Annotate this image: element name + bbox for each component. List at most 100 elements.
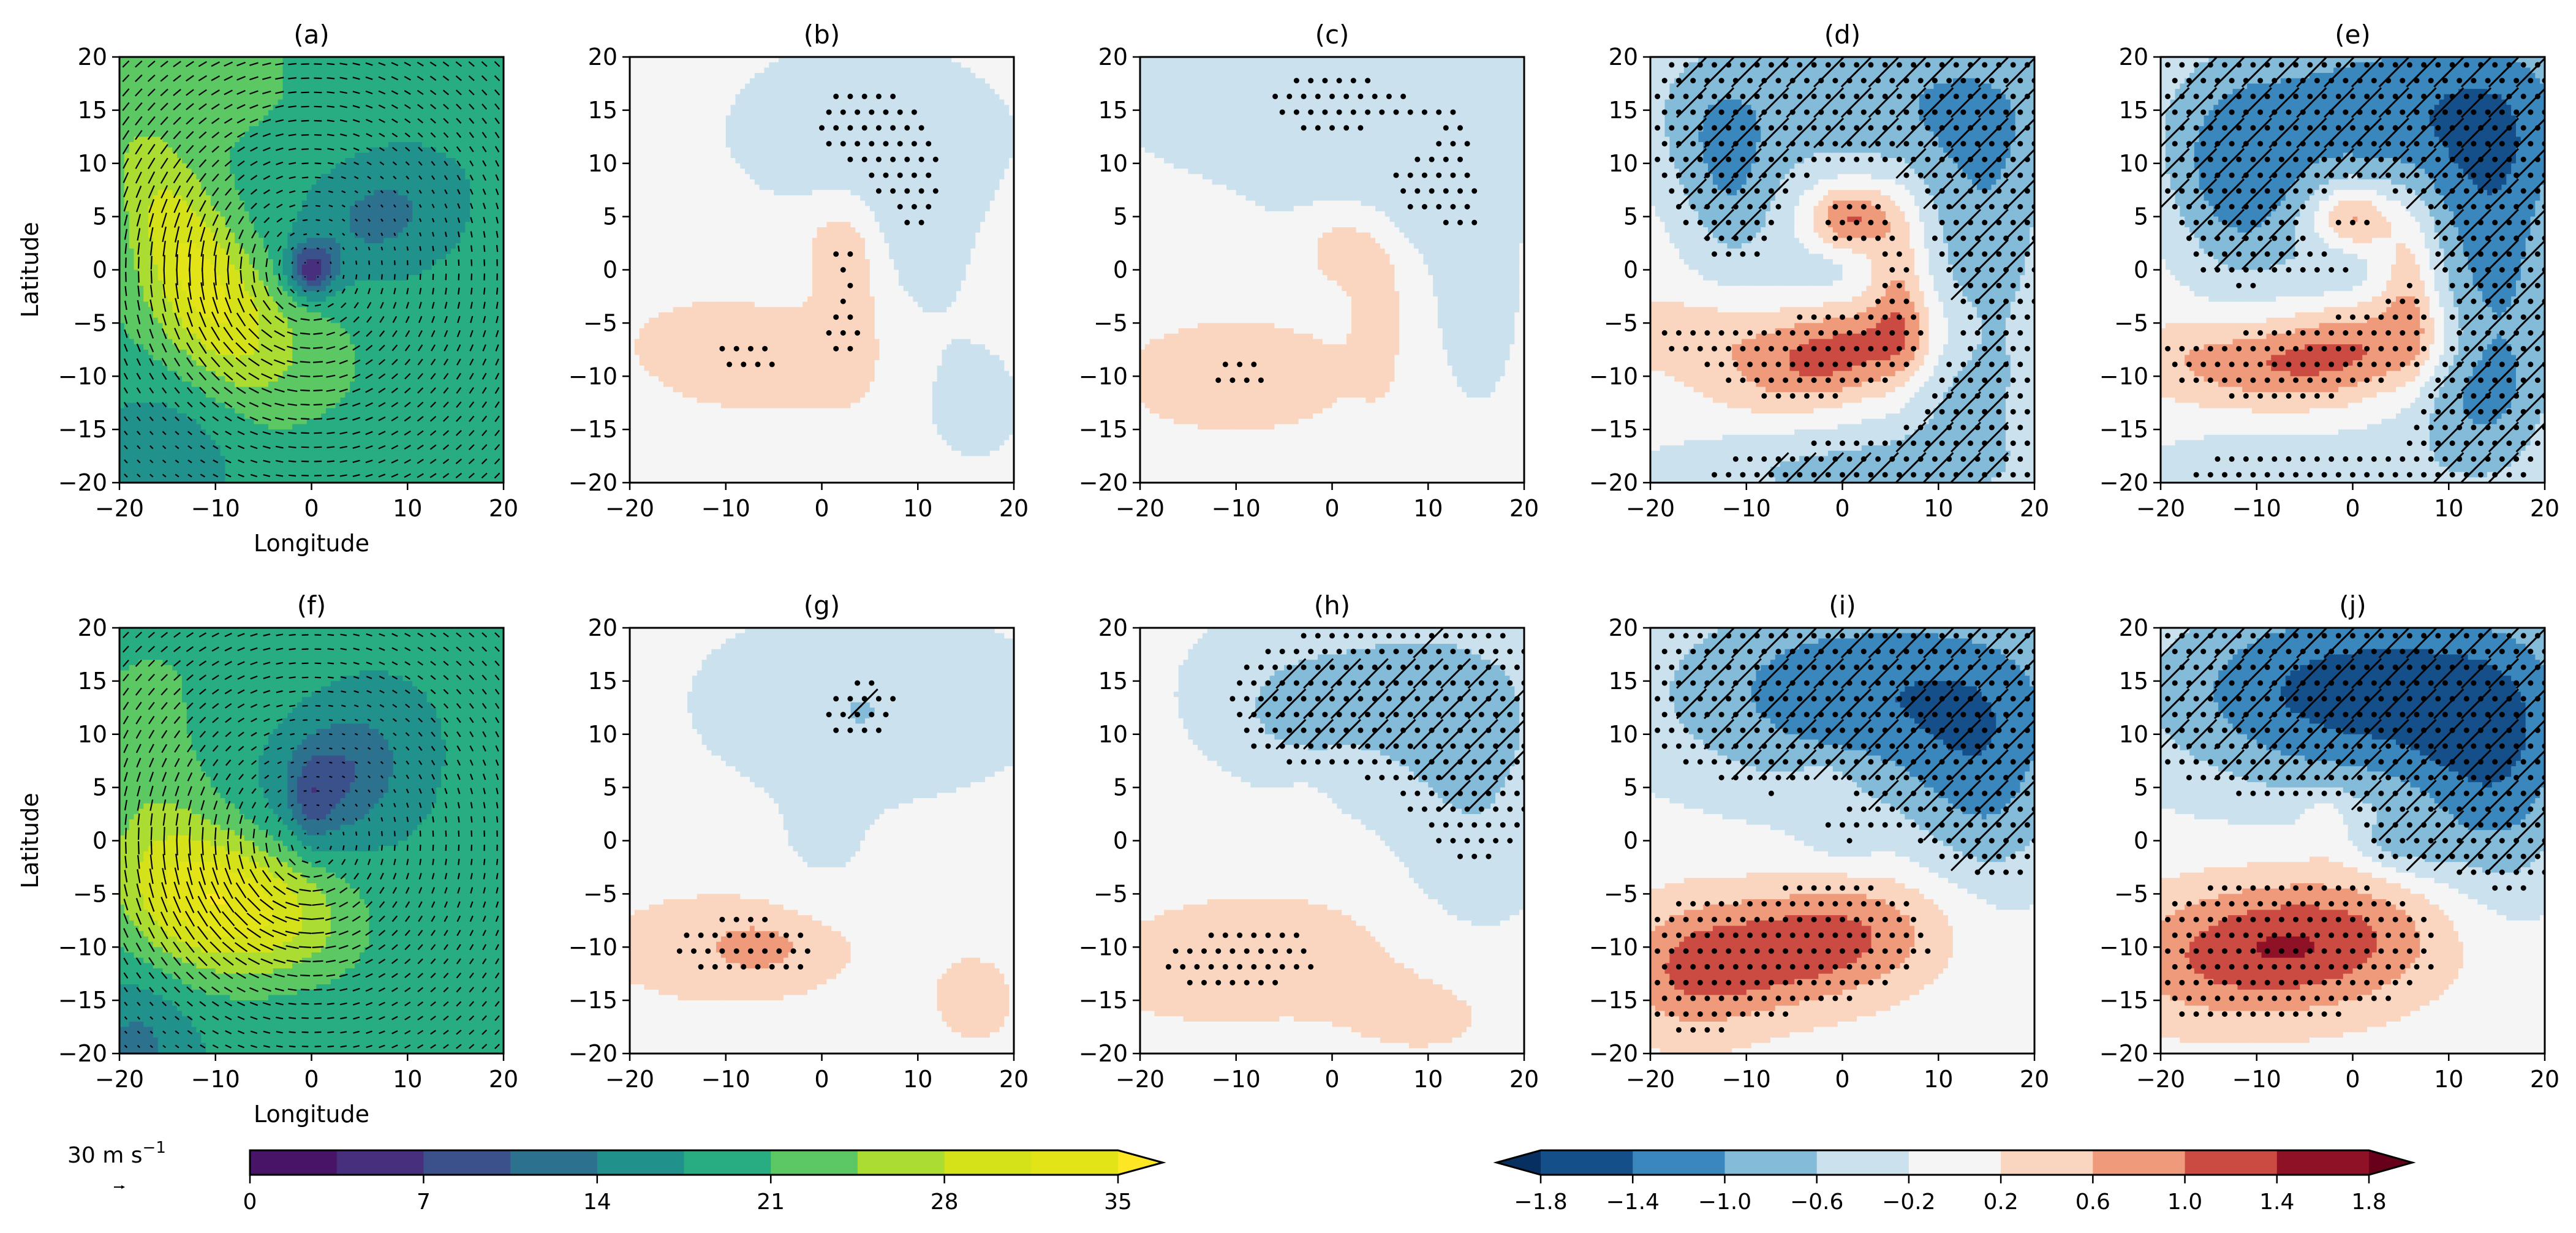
contour-cell [129,355,134,361]
contour-cell [345,217,350,222]
contour-cell [249,137,254,142]
contour-cell [196,153,201,158]
contour-cell [143,148,148,153]
contour-cell [480,94,485,100]
contour-cell [441,83,446,89]
contour-cell [398,307,403,312]
contour-cell [302,296,307,302]
contour-cell [244,302,249,307]
contour-cell [427,344,432,350]
contour-cell [282,328,287,334]
contour-cell [302,148,307,153]
contour-cell [460,366,465,371]
contour-cell [230,270,235,276]
contour-cell [254,168,259,174]
contour-cell [321,211,326,217]
contour-cell [350,153,355,158]
contour-cell [206,382,211,387]
contour-cell [316,233,321,238]
contour-cell [422,281,427,286]
contour-cell [494,153,499,158]
contour-cell [364,206,369,211]
contour-cell [206,318,211,323]
contour-cell [316,153,321,158]
contour-cell [431,110,436,116]
contour-cell [196,116,201,121]
contour-cell [350,121,355,126]
contour-cell [278,222,283,227]
contour-cell [158,227,163,233]
contour-cell [383,323,388,328]
contour-cell [436,158,441,164]
contour-cell [321,259,326,265]
contour-cell [143,126,148,132]
contour-cell [206,296,211,302]
contour-cell [427,164,432,169]
contour-cell [302,190,307,195]
contour-cell [321,110,326,116]
contour-cell [489,227,494,233]
contour-cell [331,382,336,387]
contour-cell [221,148,225,153]
contour-cell [355,110,360,116]
contour-cell [273,307,278,312]
contour-cell [336,281,341,286]
contour-cell [379,270,383,276]
contour-cell [417,227,422,233]
contour-cell [182,153,187,158]
contour-cell [412,275,417,281]
contour-cell [398,67,403,73]
contour-cell [451,126,456,132]
contour-cell [388,302,393,307]
contour-cell [383,164,388,169]
contour-cell [153,296,158,302]
contour-cell [282,126,287,132]
contour-cell [436,185,441,190]
contour-cell [206,148,211,153]
contour-cell [427,179,432,185]
contour-cell [489,110,494,116]
contour-cell [292,254,297,259]
contour-cell [331,195,336,201]
contour-cell [451,142,456,148]
contour-cell [278,211,283,217]
contour-cell [273,195,278,201]
contour-cell [235,201,240,206]
contour-cell [307,78,312,84]
contour-cell [302,168,307,174]
contour-cell [412,302,417,307]
contour-cell [244,291,249,296]
contour-cell [153,312,158,318]
contour-cell [446,142,451,148]
contour-cell [153,67,158,73]
contour-cell [374,270,379,276]
contour-cell [331,67,336,73]
contour-cell [206,371,211,377]
contour-cell [182,249,187,254]
contour-cell [360,195,364,201]
contour-cell [297,185,302,190]
contour-cell [143,201,148,206]
contour-cell [417,142,422,148]
contour-cell [312,195,317,201]
contour-cell [316,126,321,132]
contour-cell [436,339,441,344]
contour-cell [129,105,134,110]
contour-cell [143,350,148,355]
contour-cell [422,164,427,169]
contour-cell [321,286,326,292]
contour-cell [307,249,312,254]
contour-cell [230,148,235,153]
contour-cell [412,73,417,78]
contour-cell [402,222,407,227]
contour-cell [374,110,379,116]
contour-cell [475,148,480,153]
contour-cell [177,286,182,292]
contour-cell [206,201,211,206]
contour-cell [129,323,134,328]
contour-cell [182,296,187,302]
contour-cell [244,233,249,238]
contour-cell [259,334,263,339]
contour-cell [456,94,461,100]
contour-cell [412,211,417,217]
